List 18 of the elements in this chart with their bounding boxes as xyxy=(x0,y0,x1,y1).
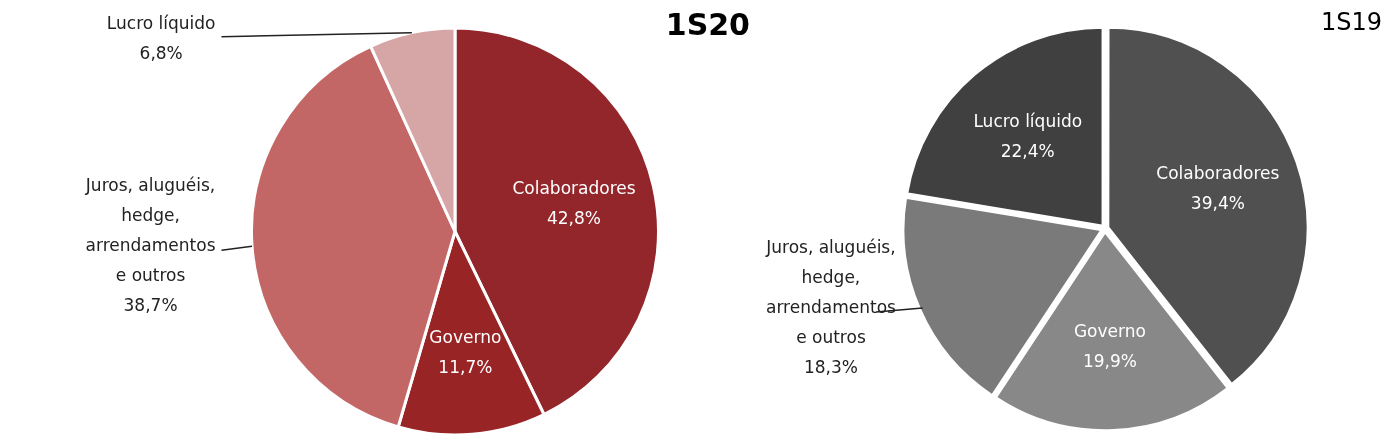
data-label: 39,4% xyxy=(1190,192,1245,213)
slice-label: Governo xyxy=(429,326,502,347)
data-label: 6,8% xyxy=(139,43,183,64)
data-label: 11,7% xyxy=(438,356,493,377)
slice-label: Colaboradores xyxy=(512,177,636,198)
slice-label: Colaboradores xyxy=(1156,162,1280,183)
data-label: 42,8% xyxy=(546,207,601,228)
chart-title: 1S19 xyxy=(1320,8,1382,37)
data-label: 38,7% xyxy=(123,294,178,315)
slice-label: Lucro líquido xyxy=(106,13,216,34)
slice-label: Juros, aluguéis, hedge, arrendamentos e outros xyxy=(765,236,897,347)
data-label: 18,3% xyxy=(803,356,858,377)
chart-title: 1S20 xyxy=(665,6,750,42)
slice-label: Lucro líquido xyxy=(973,110,1083,131)
slice-label: Juros, aluguéis, hedge, arrendamentos e outros xyxy=(84,174,216,285)
slice-label: Governo xyxy=(1073,321,1146,342)
data-label: 19,9% xyxy=(1082,351,1137,372)
data-label: 22,4% xyxy=(1000,140,1055,161)
